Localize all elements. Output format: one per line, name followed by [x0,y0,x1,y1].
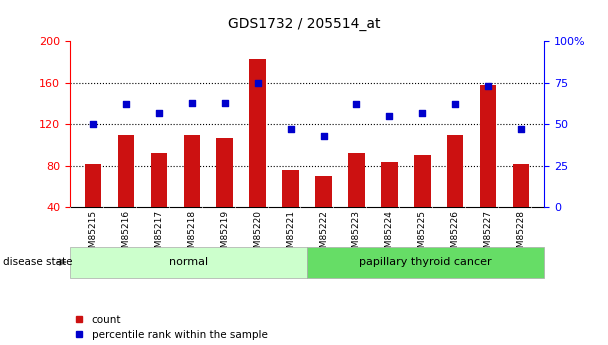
Bar [282,170,299,207]
Bar [249,59,266,207]
Text: GDS1732 / 205514_at: GDS1732 / 205514_at [228,17,380,31]
Text: GSM85221: GSM85221 [286,210,295,259]
Text: GSM85217: GSM85217 [154,210,164,259]
Bar [118,135,134,207]
Bar [414,155,430,207]
Bar [307,247,544,278]
Point [286,126,295,132]
Text: GSM85220: GSM85220 [253,210,262,259]
Point [384,113,394,119]
Point [516,126,526,132]
Text: GSM85226: GSM85226 [451,210,460,259]
Point [253,80,263,86]
Point [451,101,460,107]
Bar [151,153,167,207]
Point [88,121,98,127]
Text: GSM85224: GSM85224 [385,210,394,259]
Bar [447,135,463,207]
Text: GSM85215: GSM85215 [89,210,97,259]
Bar [348,153,365,207]
Text: normal: normal [169,257,208,267]
Text: GSM85222: GSM85222 [319,210,328,259]
Text: GSM85219: GSM85219 [220,210,229,259]
Point [483,83,493,89]
Point [418,110,427,115]
Legend: count, percentile rank within the sample: count, percentile rank within the sample [75,315,268,340]
Text: GSM85223: GSM85223 [352,210,361,259]
Text: GSM85227: GSM85227 [484,210,492,259]
Point [351,101,361,107]
Point [319,133,328,139]
Bar [85,164,101,207]
Text: disease state: disease state [3,257,72,267]
Point [154,110,164,115]
Bar [316,176,332,207]
Bar [184,135,200,207]
Text: GSM85225: GSM85225 [418,210,427,259]
Text: papillary thyroid cancer: papillary thyroid cancer [359,257,492,267]
Text: GSM85216: GSM85216 [122,210,130,259]
Bar [216,138,233,207]
Bar [480,85,496,207]
Bar [513,164,530,207]
Bar [70,247,307,278]
Bar [381,162,398,207]
Point [187,100,196,106]
Point [220,100,230,106]
Text: GSM85218: GSM85218 [187,210,196,259]
Text: GSM85228: GSM85228 [517,210,525,259]
Point [121,101,131,107]
